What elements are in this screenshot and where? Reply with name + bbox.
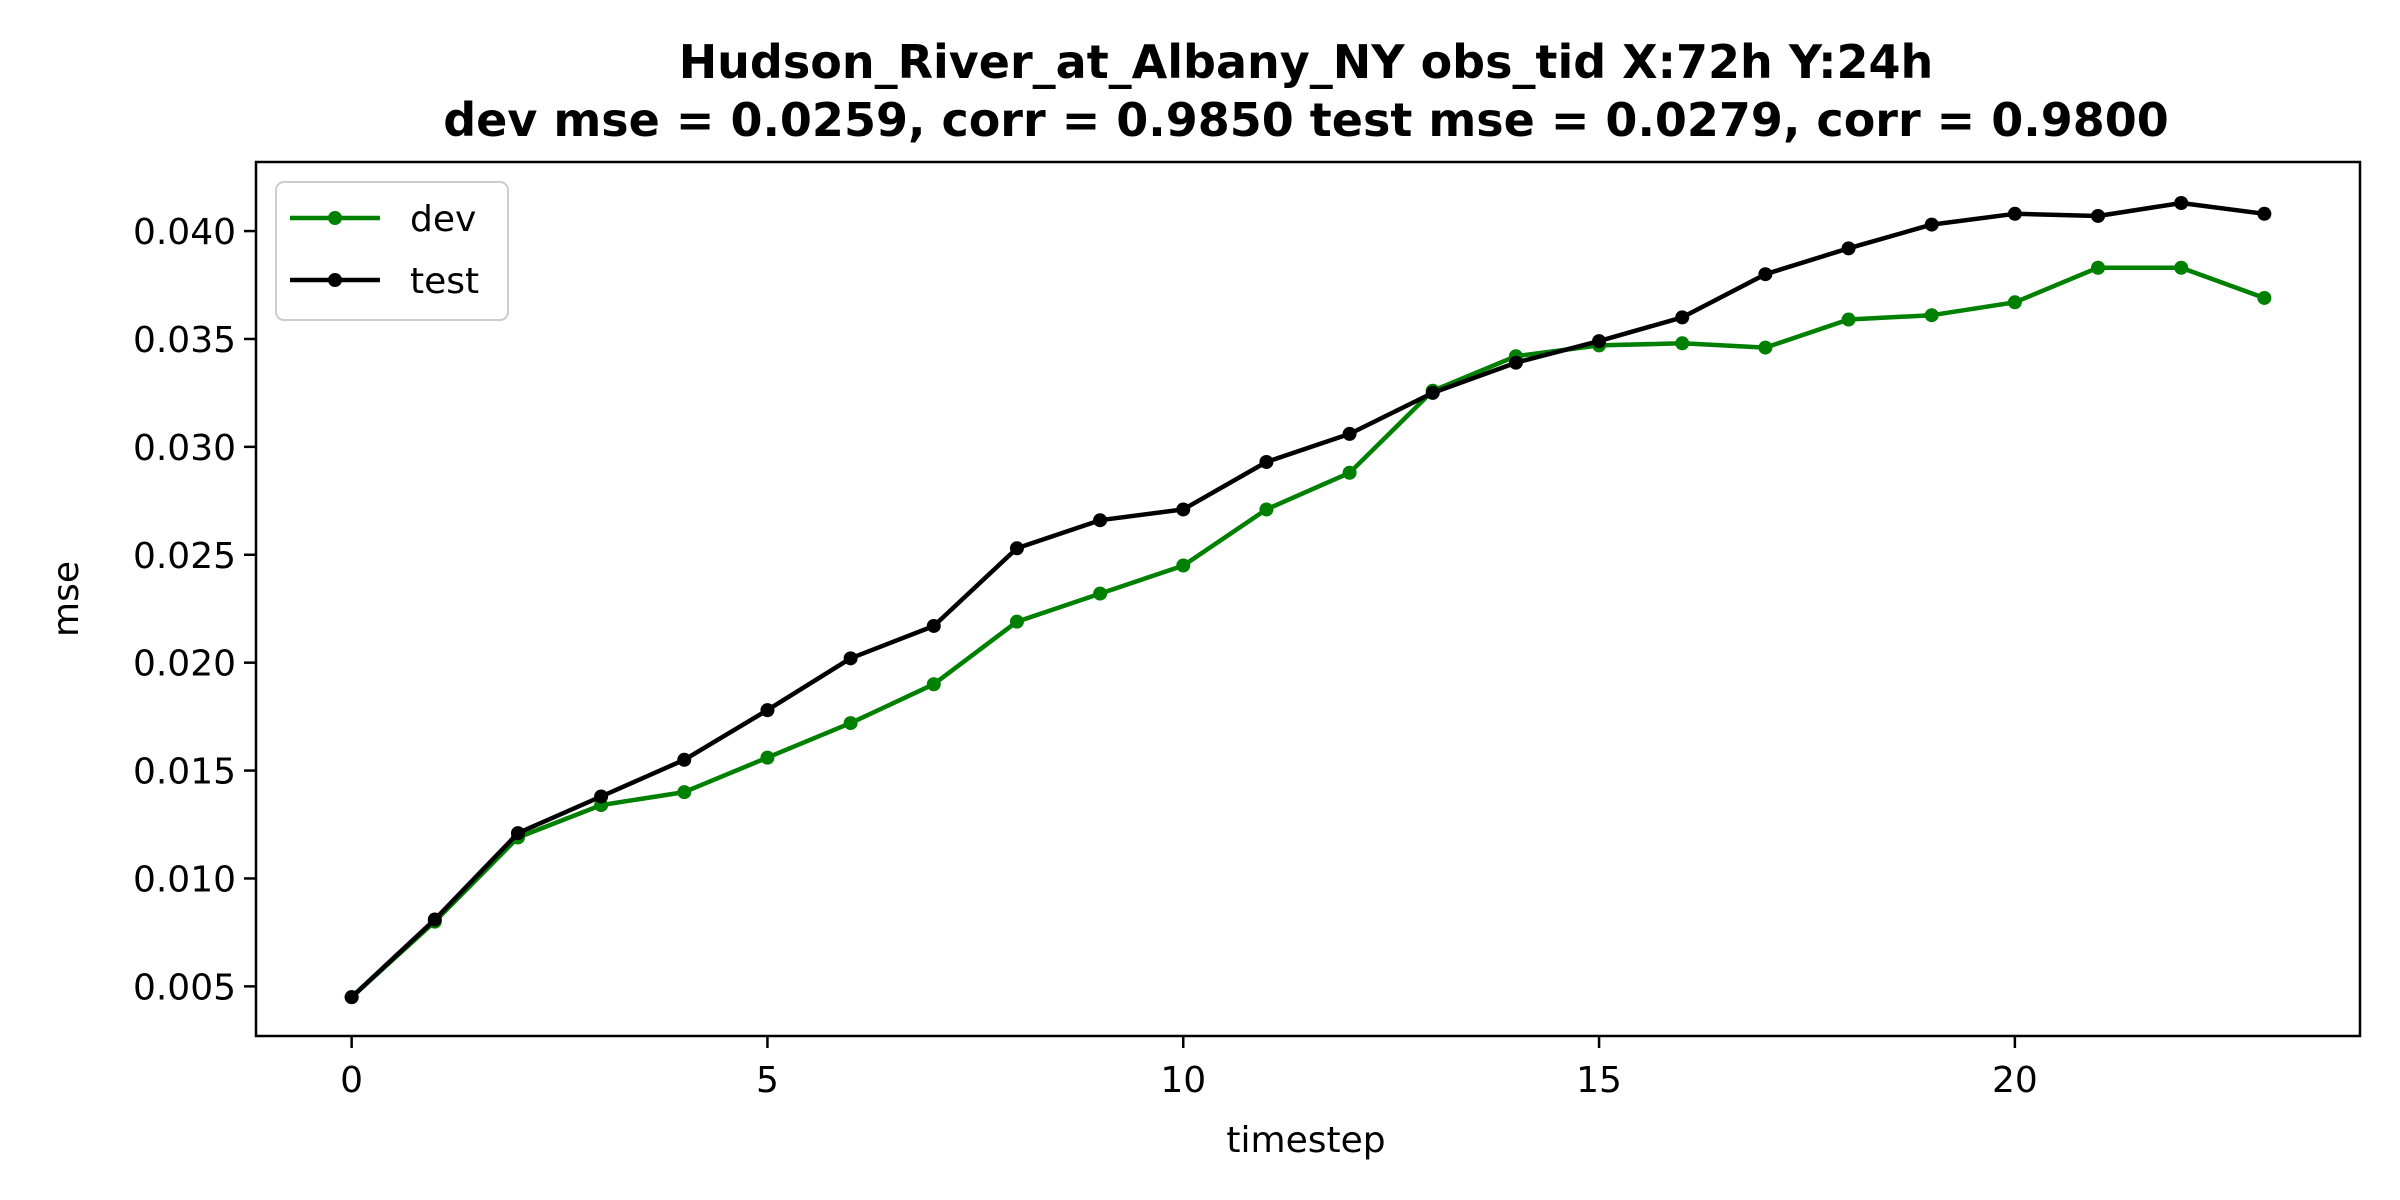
series-layer bbox=[344, 196, 2272, 1005]
x-tick-label: 0 bbox=[340, 1060, 363, 1101]
y-axis-ticks: 0.005 0.010 0.015 0.020 0.025 0.030 0.035 0.040 bbox=[133, 212, 256, 1008]
dev-data-point bbox=[1758, 340, 1773, 355]
x-tick-label: 5 bbox=[756, 1060, 779, 1101]
y-tick-label: 0.020 bbox=[133, 644, 236, 685]
y-tick-label: 0.005 bbox=[133, 967, 236, 1008]
test-data-point bbox=[926, 618, 941, 633]
chart-title: Hudson_River_at_Albany_NY obs_tid X:72h … bbox=[679, 35, 1934, 89]
test-data-point bbox=[1342, 426, 1357, 441]
test-data-point bbox=[510, 826, 525, 841]
test-data-point bbox=[1592, 334, 1607, 349]
legend-label: dev bbox=[410, 199, 476, 240]
legend: dev test bbox=[275, 181, 509, 321]
dev-data-point bbox=[843, 716, 858, 731]
test-data-point bbox=[760, 703, 775, 718]
dev-data-point bbox=[2174, 260, 2189, 275]
legend-label: test bbox=[410, 261, 479, 302]
dev-data-point bbox=[1009, 614, 1024, 629]
dev-data-point bbox=[1675, 336, 1690, 351]
test-data-point bbox=[344, 990, 359, 1005]
dev-data-point bbox=[1093, 586, 1108, 601]
x-tick-label: 20 bbox=[1992, 1060, 2038, 1101]
dev-data-point bbox=[677, 785, 692, 800]
y-tick-label: 0.030 bbox=[133, 428, 236, 469]
test-data-point bbox=[1009, 541, 1024, 556]
dev-data-point bbox=[1176, 558, 1191, 573]
test-data-point bbox=[1841, 241, 1856, 256]
y-axis-label: mse bbox=[46, 561, 87, 637]
dev-data-point bbox=[1259, 502, 1274, 517]
test-data-point bbox=[1508, 355, 1523, 370]
dev-data-point bbox=[1924, 308, 1939, 323]
dev-data-point bbox=[1342, 465, 1357, 480]
dev-data-point bbox=[2257, 290, 2272, 305]
test-data-point bbox=[2257, 206, 2272, 221]
test-data-point bbox=[1924, 217, 1939, 232]
legend-swatch-marker bbox=[328, 211, 342, 225]
test-data-point bbox=[594, 789, 609, 804]
legend-swatch-marker bbox=[328, 273, 342, 287]
y-tick-label: 0.010 bbox=[133, 859, 236, 900]
test-data-point bbox=[1675, 310, 1690, 325]
test-data-point bbox=[427, 912, 442, 927]
test-data-point bbox=[2091, 208, 2106, 223]
y-tick-label: 0.015 bbox=[133, 752, 236, 793]
dev-data-point bbox=[926, 677, 941, 692]
y-tick-label: 0.040 bbox=[133, 212, 236, 253]
y-tick-label: 0.035 bbox=[133, 320, 236, 361]
plot-frame bbox=[254, 160, 2362, 1038]
test-data-point bbox=[843, 651, 858, 666]
test-data-point bbox=[2007, 206, 2022, 221]
chart-subtitle: dev mse = 0.0259, corr = 0.9850 test mse… bbox=[443, 93, 2169, 147]
dev-data-point bbox=[1841, 312, 1856, 327]
test-data-point bbox=[1176, 502, 1191, 517]
test-data-point bbox=[677, 752, 692, 767]
x-tick-label: 10 bbox=[1160, 1060, 1206, 1101]
dev-data-point bbox=[2007, 295, 2022, 310]
test-data-point bbox=[1758, 267, 1773, 282]
x-tick-label: 15 bbox=[1576, 1060, 1622, 1101]
test-series-line bbox=[350, 200, 2265, 999]
test-data-point bbox=[1425, 385, 1440, 400]
x-axis-ticks: 0 5 10 15 20 bbox=[340, 1036, 2038, 1101]
x-axis-label: timestep bbox=[1226, 1120, 1385, 1161]
test-data-point bbox=[1093, 513, 1108, 528]
dev-data-point bbox=[760, 750, 775, 765]
dev-data-point bbox=[2091, 260, 2106, 275]
dev-series-line bbox=[350, 265, 2266, 999]
test-data-point bbox=[1259, 454, 1274, 469]
y-tick-label: 0.025 bbox=[133, 536, 236, 577]
test-data-point bbox=[2174, 196, 2189, 211]
